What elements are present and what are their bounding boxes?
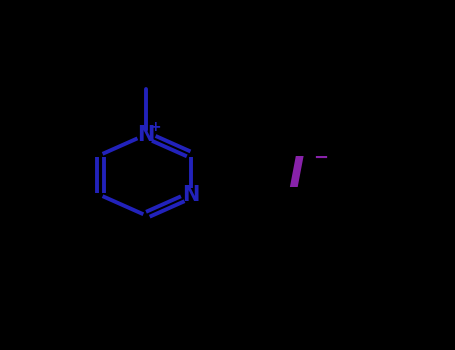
Text: N: N: [182, 185, 200, 205]
Text: +: +: [150, 120, 162, 134]
Text: I: I: [288, 154, 303, 196]
Text: N: N: [137, 125, 154, 145]
Text: −: −: [313, 149, 329, 167]
